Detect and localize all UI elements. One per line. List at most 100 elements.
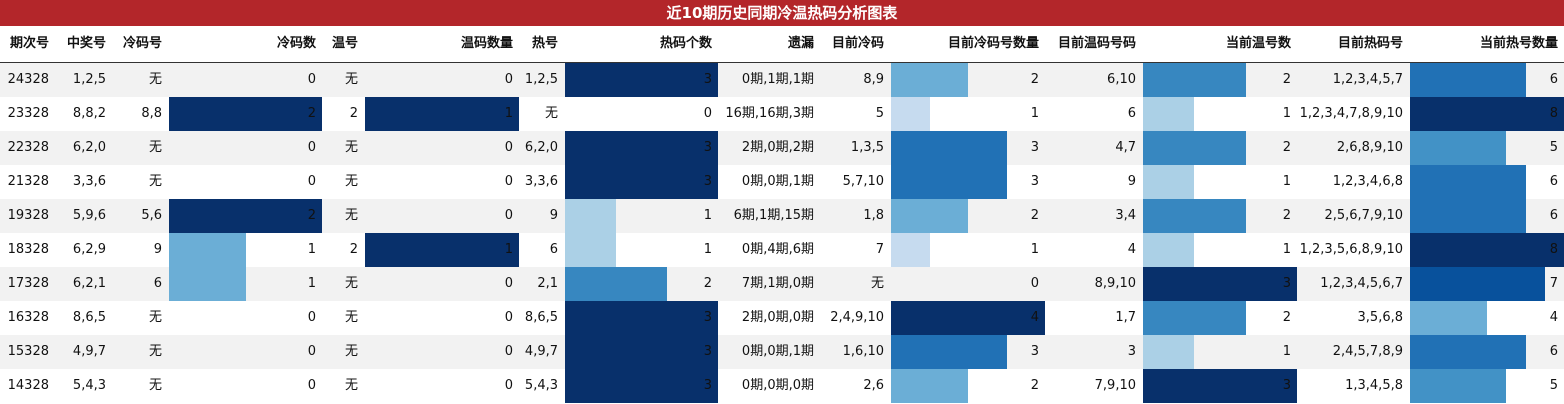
cell: 1,3,4,5,8: [1297, 369, 1409, 403]
cell: 0: [168, 131, 322, 165]
data-bar: [1143, 165, 1195, 199]
row-background: [0, 131, 1564, 165]
cell-text: 0: [703, 106, 712, 121]
cell: 4,7: [1045, 131, 1142, 165]
cell: 6: [519, 233, 564, 267]
data-bar: [365, 233, 519, 267]
cell-text: 1,2,3,5,6,8,9,10: [1299, 242, 1403, 257]
cell: 2: [322, 97, 364, 131]
column-header: 目前冷码: [831, 36, 884, 51]
column-header: 温号: [331, 36, 358, 51]
row-background: [0, 369, 1564, 403]
row-background: [0, 233, 1564, 267]
cell: 7,9,10: [1045, 369, 1142, 403]
cell-text: 4,9,7: [72, 344, 106, 359]
cell: 0: [364, 131, 519, 165]
cell-text: 3,3,6: [524, 174, 558, 189]
cell-text: 1,6,10: [842, 344, 884, 359]
cell: 4: [890, 301, 1045, 335]
cell-text: 18328: [7, 242, 49, 257]
cell: 1: [364, 97, 519, 131]
cell: 6,2,0: [519, 131, 564, 165]
cell-text: 2: [349, 242, 358, 257]
cell: 1,2,3,4,6,8: [1297, 165, 1409, 199]
cell-text: 23328: [7, 106, 49, 121]
cell: 14328: [0, 369, 55, 403]
cell-text: 0: [307, 72, 316, 87]
cell: 7期,1期,0期: [718, 267, 820, 301]
cell-text: 1,7: [1115, 310, 1136, 325]
data-bar: [1143, 267, 1297, 301]
cell-text: 0: [504, 344, 513, 359]
cell-text: 0: [1030, 276, 1039, 291]
cell: 5,4,3: [519, 369, 564, 403]
data-bar: [169, 233, 246, 267]
cell: 2: [564, 267, 718, 301]
data-bar: [1143, 97, 1195, 131]
cell-text: 1: [703, 242, 712, 257]
cell-text: 5: [875, 106, 884, 121]
cell: 6: [1045, 97, 1142, 131]
data-bar: [1143, 131, 1246, 165]
data-bar: [1410, 63, 1526, 97]
cell-text: 6: [153, 276, 162, 291]
cell-text: 4,7: [1115, 140, 1136, 155]
column-header: 目前热码号: [1337, 36, 1403, 51]
column-header: 当前热号数量: [1479, 36, 1558, 51]
cell-text: 2: [307, 106, 316, 121]
cell: 0: [168, 369, 322, 403]
data-bar: [1410, 301, 1487, 335]
cell: 0: [168, 165, 322, 199]
cell-text: 1: [504, 242, 513, 257]
cell: 1,8: [820, 199, 890, 233]
cell: 1: [564, 199, 718, 233]
data-bar: [1410, 369, 1507, 403]
row-background: [0, 165, 1564, 199]
cell: 3: [890, 165, 1045, 199]
cell-text: 无: [870, 276, 884, 291]
data-bar: [365, 97, 519, 131]
cell: 无: [112, 369, 168, 403]
data-bar: [565, 233, 616, 267]
cell: 6,10: [1045, 63, 1142, 97]
data-bar: [565, 301, 718, 335]
cell: 1,2,5: [519, 63, 564, 97]
cell-text: 0: [504, 208, 513, 223]
cell-text: 0: [307, 378, 316, 393]
cell-text: 无: [344, 276, 358, 291]
cell-text: 0期,0期,1期: [741, 344, 814, 359]
cell-text: 0: [307, 344, 316, 359]
cell-text: 1: [1030, 106, 1039, 121]
header-rule: [0, 62, 1564, 63]
cell-text: 1,2,5: [72, 72, 106, 87]
data-bar: [565, 267, 667, 301]
cell-text: 8,6,5: [524, 310, 558, 325]
data-bar: [1143, 335, 1195, 369]
cell-text: 5: [1549, 140, 1558, 155]
cell: 15328: [0, 335, 55, 369]
cell-text: 5,6: [141, 208, 162, 223]
cell-text: 7: [1549, 276, 1558, 291]
cell-text: 22328: [7, 140, 49, 155]
cell-text: 16期,16期,3期: [725, 106, 814, 121]
cell-text: 8,9: [863, 72, 884, 87]
data-bar: [1143, 233, 1195, 267]
cell-text: 1: [1030, 242, 1039, 257]
cell: 0: [364, 165, 519, 199]
cell: 6: [1409, 165, 1564, 199]
cell-text: 0期,0期,0期: [741, 378, 814, 393]
cell: 0期,4期,6期: [718, 233, 820, 267]
data-bar: [565, 165, 718, 199]
cell-text: 17328: [7, 276, 49, 291]
cell: 2,4,5,7,8,9: [1297, 335, 1409, 369]
cell-text: 1,2,3,4,7,8,9,10: [1299, 106, 1403, 121]
cell: 0: [364, 369, 519, 403]
cell-text: 3: [1030, 174, 1039, 189]
cell: 4: [1409, 301, 1564, 335]
cell-text: 2: [1282, 72, 1291, 87]
cell: 无: [112, 63, 168, 97]
cell: 2,6: [820, 369, 890, 403]
column-header: 中奖号: [66, 36, 106, 51]
cell: 0期,1期,1期: [718, 63, 820, 97]
cell-text: 4: [1549, 310, 1558, 325]
